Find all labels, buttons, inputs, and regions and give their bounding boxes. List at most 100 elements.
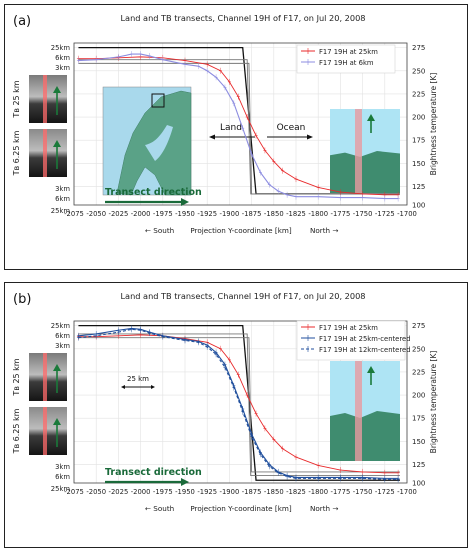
footprint-label-top: 25km (51, 322, 71, 330)
north-arrowhead-icon (53, 140, 61, 147)
ocean-annotation: Ocean (277, 123, 306, 133)
legend-label: F17 19H at 25km (319, 324, 378, 332)
footprint-label-bottom: 3km (55, 463, 70, 471)
y-axis-label: Brightness temperature [K] (429, 73, 438, 176)
side-label-tb-25km: Tʙ 25 km (12, 358, 21, 396)
x-tick-label: -1725 (375, 488, 395, 496)
x-tick-label: -2075 (64, 488, 84, 496)
panel-label: (a) (13, 14, 31, 29)
x-tick-label: -1775 (331, 488, 351, 496)
y-tick-label: 100 (412, 202, 425, 210)
x-axis-label: Projection Y-coordinate [km] (190, 504, 292, 513)
inset-transect-stripe (355, 109, 362, 193)
transect-zoom-inset (330, 109, 400, 193)
x-tick-label: -2025 (109, 210, 129, 218)
legend-label: F17 19H at 25km-centered (319, 335, 411, 343)
side-label-tb-25km: Tʙ 25 km (12, 80, 21, 118)
x-tick-label: -1925 (197, 210, 217, 218)
x-tick-label: -1975 (153, 210, 173, 218)
transect-arrowhead-icon (181, 198, 189, 206)
chart-svg-a: (a) Land and TB transects, Channel 19H of… (12, 13, 438, 235)
y-tick-label: 275 (412, 44, 425, 52)
tb-25km-image (29, 353, 67, 401)
x-tick-label: -1750 (353, 210, 373, 218)
land-annotation: Land (220, 123, 242, 133)
scale-annotation: 25 km (127, 375, 149, 383)
x-tick-label: -1750 (353, 488, 373, 496)
x-tick-label: -1800 (308, 488, 328, 496)
footprint-line-3km (78, 62, 400, 195)
plot-frame (73, 320, 408, 484)
footprint-line-3km (78, 337, 400, 473)
tb-image-fill (29, 129, 67, 177)
transect-direction-label: Transect direction (105, 467, 202, 478)
x-tick-label: -1850 (264, 210, 284, 218)
north-arrowhead-icon (53, 364, 61, 371)
inset-land (330, 151, 400, 193)
y-tick-label: 175 (412, 137, 425, 145)
x-tick-label: -1975 (153, 488, 173, 496)
y-tick-label: 250 (412, 67, 425, 75)
scale-arrowhead-left-icon (121, 385, 125, 389)
x-tick-label: -1925 (197, 488, 217, 496)
y-tick-label: 125 (412, 461, 425, 469)
tb-image-fill (29, 407, 67, 455)
transect-stripe (43, 129, 47, 177)
x-tick-label: -2050 (86, 488, 106, 496)
x-tick-label: -1950 (175, 488, 195, 496)
x-tick-label: -1900 (220, 210, 240, 218)
footprint-label-top: 3km (55, 64, 70, 72)
tb-image-fill (29, 353, 67, 401)
transect-arrowhead-icon (181, 478, 189, 486)
transect-stripe (43, 75, 47, 123)
x-tick-label: -2000 (131, 210, 151, 218)
x-tick-label: -1800 (308, 210, 328, 218)
x-tick-label: -1900 (220, 488, 240, 496)
footprint-label-bottom: 3km (55, 185, 70, 193)
scandinavia-map-inset (102, 86, 192, 196)
y-tick-label: 250 (412, 345, 425, 353)
transect-direction-label: Transect direction (105, 187, 202, 198)
side-label-tb-6km: Tʙ 6.25 km (12, 130, 21, 176)
y-tick-label: 275 (412, 322, 425, 330)
x-axis-north-label: North → (310, 504, 338, 513)
footprint-label-top: 6km (55, 332, 70, 340)
tb-6km-image (29, 129, 67, 177)
north-arrowhead-icon (53, 86, 61, 93)
map-zoom-box (151, 93, 165, 108)
y-tick-label: 125 (412, 183, 425, 191)
footprint-label-top: 3km (55, 342, 70, 350)
y-tick-label: 225 (412, 368, 425, 376)
inset-transect-stripe (355, 361, 362, 461)
x-tick-label: -1700 (397, 488, 417, 496)
y-tick-label: 225 (412, 90, 425, 98)
chart-title: Land and TB transects, Channel 19H of F1… (120, 13, 365, 23)
legend-label: F17 19H at 6km (319, 59, 374, 67)
side-label-tb-6km: Tʙ 6.25 km (12, 408, 21, 454)
legend-label: F17 19H at 12km-centered (319, 346, 411, 354)
x-tick-label: -2000 (131, 488, 151, 496)
footprint-label-bottom: 6km (55, 195, 70, 203)
chart-svg-b: (b) Land and TB transects, Channel 19H of… (12, 291, 438, 513)
footprint-label-top: 25km (51, 44, 71, 52)
chart-panel-b: (b) Land and TB transects, Channel 19H of… (4, 282, 468, 548)
x-tick-label: -1775 (331, 210, 351, 218)
map-baltic (145, 125, 173, 161)
x-axis-south-label: ← South (145, 226, 174, 235)
inset-north-arrowhead-icon (367, 114, 375, 121)
inset-land (330, 411, 400, 461)
x-tick-label: -1725 (375, 210, 395, 218)
x-tick-label: -2075 (64, 210, 84, 218)
transect-stripe (43, 353, 47, 401)
x-tick-label: -1700 (397, 210, 417, 218)
x-tick-label: -1875 (242, 488, 262, 496)
plot-frame (73, 42, 408, 206)
x-tick-label: -1950 (175, 210, 195, 218)
x-tick-label: -1850 (264, 488, 284, 496)
y-tick-label: 100 (412, 480, 425, 488)
tb-25km-image (29, 75, 67, 123)
footprint-label-top: 6km (55, 54, 70, 62)
chart-title: Land and TB transects, Channel 19H of F1… (120, 291, 365, 301)
y-axis-label: Brightness temperature [K] (429, 351, 438, 454)
x-axis-north-label: North → (310, 226, 338, 235)
